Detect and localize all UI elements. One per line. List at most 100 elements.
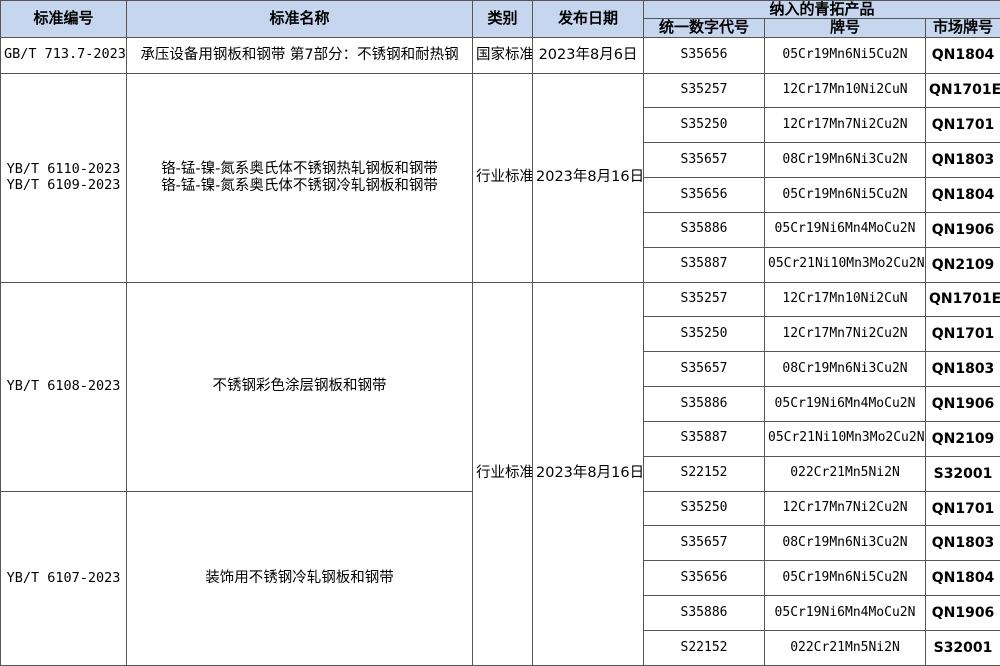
table-header: 标准编号 标准名称 类别 发布日期 纳入的青拓产品 统一数字代号 牌号 市场牌号: [0, 0, 1000, 38]
cell-standard-name: 不锈钢彩色涂层钢板和钢带: [126, 281, 473, 492]
cell-uns-code: S35656: [643, 177, 765, 213]
cell-grade: 05Cr19Mn6Ni5Cu2N: [764, 177, 926, 213]
cell-grade: 08Cr19Mn6Ni3Cu2N: [764, 142, 926, 179]
cell-standard-no: YB/T 6110-2023 YB/T 6109-2023: [0, 72, 127, 283]
standard-name-line: 不锈钢彩色涂层钢板和钢带: [212, 378, 387, 395]
standard-no-line: YB/T 6110-2023: [6, 161, 121, 178]
cell-market-grade: QN1701E: [924, 281, 1000, 318]
table-row: S22152 022Cr21Mn5Ni2N S32001: [1, 630, 1000, 666]
cell-market-grade: S32001: [924, 455, 1000, 492]
header-grade: 牌号: [764, 18, 926, 38]
table-row: S35250 12Cr17Mn7Ni2Cu2N QN1701: [1, 316, 1000, 353]
cell-market-grade: QN1804: [924, 177, 1000, 213]
cell-uns-code: S22152: [643, 630, 765, 666]
table-row: YB/T 6107-2023 装饰用不锈钢冷轧钢板和钢带 S35250 12Cr17M…: [0, 490, 1000, 666]
cell-standard-name: 装饰用不锈钢冷轧钢板和钢带: [126, 490, 473, 666]
cell-market-grade: QN1701: [924, 490, 1000, 527]
cell-market-grade: QN1803: [924, 525, 1000, 562]
header-category: 类别: [472, 0, 533, 38]
standard-name-line: 铬-锰-镍-氮系奥氏体不锈钢热轧钢板和钢带: [161, 160, 438, 177]
cell-grade: 12Cr17Mn7Ni2Cu2N: [764, 490, 926, 527]
cell-category: 国家标准: [472, 36, 533, 74]
cell-grade: 05Cr19Ni6Mn4MoCu2N: [764, 386, 926, 422]
header-uns-code: 统一数字代号: [643, 18, 765, 38]
table-body: GB/T 713.7-2023 承压设备用钢板和钢带 第7部分：不锈钢和耐热钢 国家…: [0, 36, 1000, 666]
table-row: YB/T 6108-2023 不锈钢彩色涂层钢板和钢带 行业标准 2023年8月16日…: [0, 281, 1000, 666]
table-row: S35657 08Cr19Mn6Ni3Cu2N QN1803: [1, 351, 1000, 388]
cell-grade: 12Cr17Mn10Ni2CuN: [764, 72, 926, 109]
cell-grade: 12Cr17Mn7Ni2Cu2N: [764, 316, 926, 353]
cell-market-grade: QN1803: [924, 142, 1000, 179]
cell-grade: 08Cr19Mn6Ni3Cu2N: [764, 351, 926, 388]
table-row: S35656 05Cr19Mn6Ni5Cu2N QN1804: [1, 177, 1000, 213]
cell-uns-code: S35257: [643, 72, 765, 109]
cell-release-date: 2023年8月16日: [532, 72, 644, 283]
header-market-grade: 市场牌号: [924, 18, 1000, 38]
cell-category: 行业标准: [472, 281, 533, 666]
header-group-products: 纳入的青拓产品: [642, 0, 1000, 20]
cell-grade: 12Cr17Mn10Ni2CuN: [764, 281, 926, 318]
table-row: YB/T 6110-2023 YB/T 6109-2023 铬-锰-镍-氮系奥氏体不…: [0, 72, 1000, 283]
cell-market-grade: QN1701E: [924, 72, 1000, 109]
cell-uns-code: S35886: [643, 211, 765, 248]
cell-market-grade: QN2109: [924, 420, 1000, 457]
standard-name-line: 铬-锰-镍-氮系奥氏体不锈钢冷轧钢板和钢带: [161, 177, 438, 194]
cell-uns-code: S35250: [643, 316, 765, 353]
table-row: S22152 022Cr21Mn5Ni2N S32001: [1, 455, 1000, 492]
header-release-date: 发布日期: [532, 0, 644, 38]
cell-uns-code: S35887: [643, 246, 765, 283]
standard-name-line: 装饰用不锈钢冷轧钢板和钢带: [205, 569, 394, 586]
cell-grade: 05Cr21Ni10Mn3Mo2Cu2N: [764, 420, 926, 457]
cell-uns-code: S35257: [643, 281, 765, 318]
cell-market-grade: QN2109: [924, 246, 1000, 283]
cell-grade: 12Cr17Mn7Ni2Cu2N: [764, 107, 926, 144]
cell-grade: 022Cr21Mn5Ni2N: [764, 630, 926, 666]
cell-standard-no: YB/T 6108-2023: [0, 281, 127, 492]
cell-grade: 022Cr21Mn5Ni2N: [764, 455, 926, 492]
cell-standard-name: 承压设备用钢板和钢带 第7部分：不锈钢和耐热钢: [126, 36, 473, 74]
cell-uns-code: S22152: [643, 455, 765, 492]
header-row-bottom: 统一数字代号 牌号 市场牌号: [1, 18, 1000, 38]
table-row: S35886 05Cr19Ni6Mn4MoCu2N QN1906: [1, 386, 1000, 422]
standard-no-line: GB/T 713.7-2023: [4, 46, 126, 63]
header-standard-no: 标准编号: [0, 0, 127, 38]
cell-uns-code: S35886: [643, 386, 765, 422]
cell-market-grade: S32001: [924, 630, 1000, 666]
cell-market-grade: QN1804: [924, 560, 1000, 597]
cell-grade: 05Cr19Ni6Mn4MoCu2N: [764, 595, 926, 632]
table-row: S35657 08Cr19Mn6Ni3Cu2N QN1803: [1, 525, 1000, 562]
standard-name-line: 承压设备用钢板和钢带 第7部分：不锈钢和耐热钢: [140, 46, 459, 63]
header-row-top: 标准编号 标准名称 类别 发布日期 纳入的青拓产品: [0, 0, 1000, 38]
cell-category: 行业标准: [472, 72, 533, 283]
cell-standard-no: GB/T 713.7-2023: [0, 36, 127, 74]
cell-uns-code: S35886: [643, 595, 765, 632]
cell-release-date: 2023年8月16日: [532, 281, 644, 666]
cell-market-grade: QN1906: [924, 595, 1000, 632]
standard-no-line: YB/T 6107-2023: [6, 569, 121, 586]
cell-market-grade: QN1803: [924, 351, 1000, 388]
cell-grade: 05Cr21Ni10Mn3Mo2Cu2N: [764, 246, 926, 283]
cell-uns-code: S35657: [643, 351, 765, 388]
cell-standard-name: 铬-锰-镍-氮系奥氏体不锈钢热轧钢板和钢带 铬-锰-镍-氮系奥氏体不锈钢冷轧钢板和…: [126, 72, 473, 283]
cell-standard-no: YB/T 6107-2023: [0, 490, 127, 666]
cell-market-grade: QN1906: [924, 211, 1000, 248]
cell-grade: 05Cr19Ni6Mn4MoCu2N: [764, 211, 926, 248]
cell-grade: 05Cr19Mn6Ni5Cu2N: [764, 560, 926, 597]
header-standard-name: 标准名称: [126, 0, 473, 38]
cell-uns-code: S35250: [643, 107, 765, 144]
standard-no-line: YB/T 6109-2023: [6, 176, 121, 193]
cell-uns-code: S35657: [643, 525, 765, 562]
table-row: S35886 05Cr19Ni6Mn4MoCu2N QN1906: [1, 595, 1000, 632]
table-row: S35887 05Cr21Ni10Mn3Mo2Cu2N QN2109: [1, 420, 1000, 457]
cell-market-grade: QN1804: [924, 36, 1000, 74]
cell-market-grade: QN1906: [924, 386, 1000, 422]
cell-release-date: 2023年8月6日: [532, 36, 644, 74]
table-row: S35250 12Cr17Mn7Ni2Cu2N QN1701: [1, 107, 1000, 144]
standard-no-line: YB/T 6108-2023: [6, 377, 121, 394]
cell-market-grade: QN1701: [924, 316, 1000, 353]
cell-market-grade: QN1701: [924, 107, 1000, 144]
cell-uns-code: S35887: [643, 420, 765, 457]
cell-uns-code: S35250: [643, 490, 765, 527]
cell-grade: 08Cr19Mn6Ni3Cu2N: [764, 525, 926, 562]
